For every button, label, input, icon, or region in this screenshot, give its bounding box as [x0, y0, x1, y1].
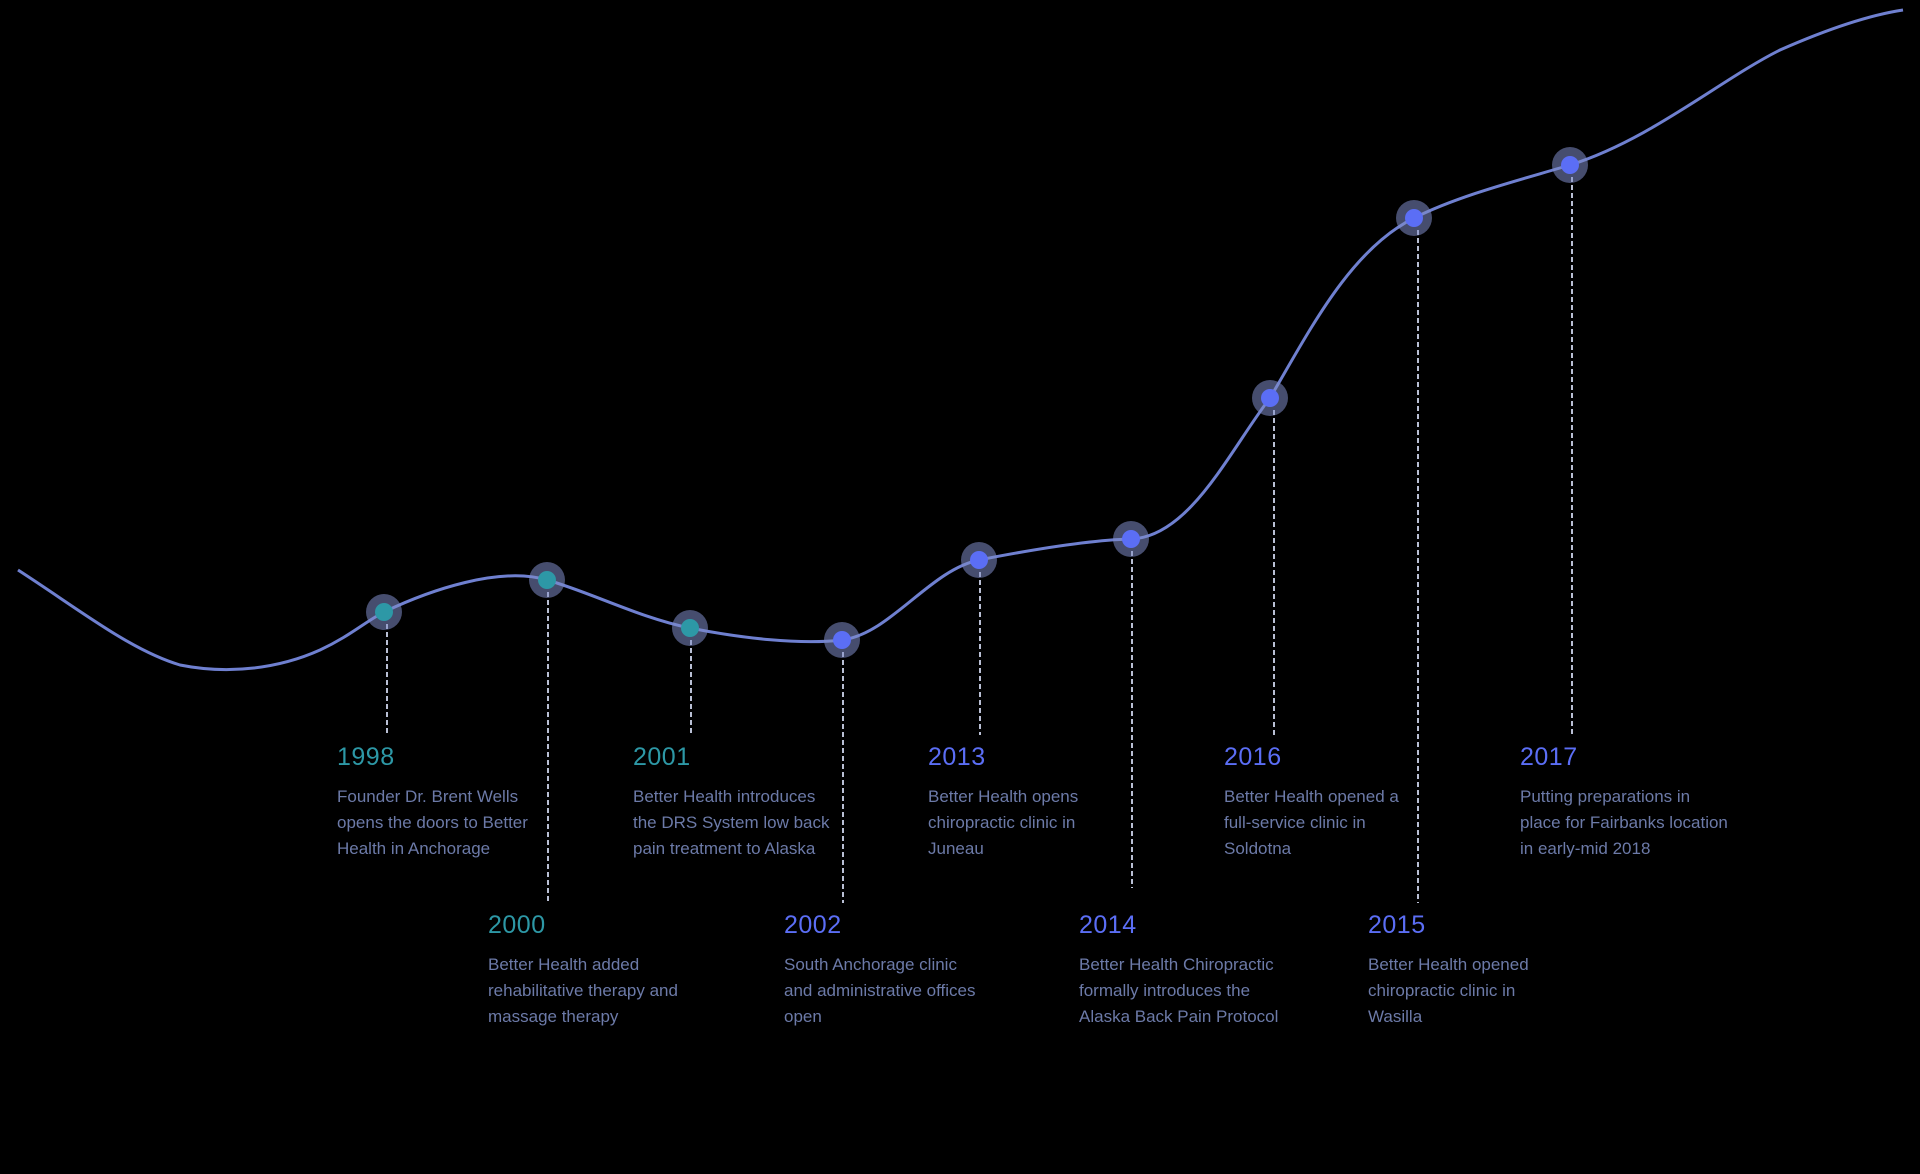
- event-year: 2001: [633, 743, 691, 771]
- marker-2015[interactable]: [1396, 200, 1432, 236]
- marker-2014[interactable]: [1113, 521, 1149, 557]
- marker-2017[interactable]: [1552, 147, 1588, 183]
- event-year: 2014: [1079, 911, 1137, 939]
- event-year: 2013: [928, 743, 986, 771]
- event-description: Putting preparations in place for Fairba…: [1520, 787, 1728, 858]
- event-2016: 2016 Better Health opened a full-service…: [1224, 742, 1424, 862]
- event-description: Better Health opened a full-service clin…: [1224, 787, 1399, 858]
- event-2001: 2001 Better Health introduces the DRS Sy…: [633, 742, 833, 862]
- marker-2016[interactable]: [1252, 380, 1288, 416]
- event-description: Better Health Chiropractic formally intr…: [1079, 955, 1279, 1026]
- event-2015: 2015 Better Health opened chiropractic c…: [1368, 910, 1568, 1030]
- event-year: 2015: [1368, 911, 1426, 939]
- marker-2013[interactable]: [961, 542, 997, 578]
- marker-1998[interactable]: [366, 594, 402, 630]
- markers: [366, 147, 1588, 658]
- event-2000: 2000 Better Health added rehabilitative …: [488, 910, 688, 1030]
- event-2013: 2013 Better Health opens chiropractic cl…: [928, 742, 1128, 862]
- marker-2002[interactable]: [824, 622, 860, 658]
- event-year: 2002: [784, 911, 842, 939]
- event-description: Better Health opens chiropractic clinic …: [928, 787, 1079, 858]
- event-2017: 2017 Putting preparations in place for F…: [1520, 742, 1735, 862]
- connectors: [386, 177, 1573, 903]
- event-description: Founder Dr. Brent Wells opens the doors …: [337, 787, 528, 858]
- event-year: 2000: [488, 911, 546, 939]
- event-2014: 2014 Better Health Chiropractic formally…: [1079, 910, 1279, 1030]
- event-1998: 1998 Founder Dr. Brent Wells opens the d…: [337, 742, 537, 862]
- event-year: 2017: [1520, 743, 1578, 771]
- event-description: Better Health opened chiropractic clinic…: [1368, 955, 1529, 1026]
- event-2002: 2002 South Anchorage clinic and administ…: [784, 910, 984, 1030]
- growth-curve: [17, 8, 1904, 672]
- event-description: South Anchorage clinic and administrativ…: [784, 955, 976, 1026]
- event-year: 1998: [337, 743, 395, 771]
- event-year: 2016: [1224, 743, 1282, 771]
- event-description: Better Health added rehabilitative thera…: [488, 955, 678, 1026]
- marker-2001[interactable]: [672, 610, 708, 646]
- marker-2000[interactable]: [529, 562, 565, 598]
- event-description: Better Health introduces the DRS System …: [633, 787, 830, 858]
